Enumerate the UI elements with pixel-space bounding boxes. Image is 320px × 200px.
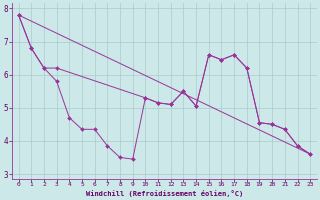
X-axis label: Windchill (Refroidissement éolien,°C): Windchill (Refroidissement éolien,°C) xyxy=(86,190,243,197)
